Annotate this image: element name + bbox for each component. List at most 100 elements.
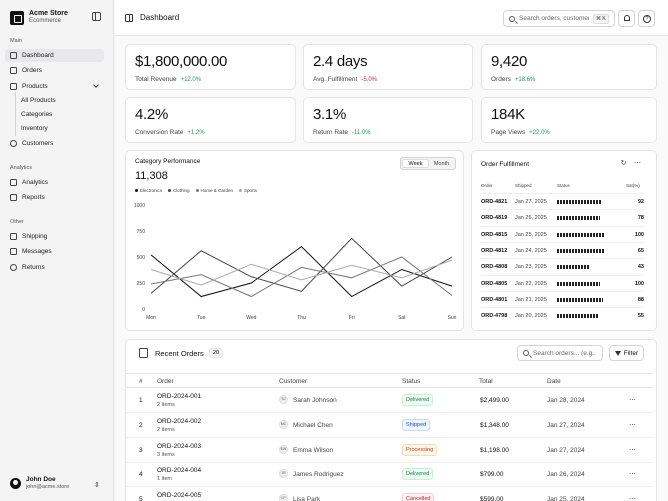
kpi-change: +1.2% — [187, 130, 205, 136]
table-row[interactable]: 5 ORD-2024-005 LP Lisa Park Cancelled $599.00… — [126, 487, 653, 501]
more-icon[interactable]: ⋯ — [629, 471, 636, 479]
search-input[interactable] — [519, 15, 589, 22]
customer-avatar: LP — [279, 494, 288, 501]
satisfaction-value: 100 — [634, 280, 644, 287]
fulfillment-row[interactable]: ORD-4812 Jan 24, 2025 65 — [481, 241, 644, 258]
table-row[interactable]: 3 ORD-2024-003 3 items EW Emma Wilson Process… — [126, 438, 653, 463]
help-button[interactable]: ? — [638, 10, 655, 27]
category-performance-card: Category Performance 11,308 Week Month E… — [125, 150, 464, 331]
sidebar-item-categories[interactable]: Categories — [5, 108, 104, 121]
col-header[interactable]: Status — [402, 378, 421, 385]
help-icon: ? — [643, 15, 651, 23]
kpi-label: Avg. Fulfillment -5.0% — [313, 76, 378, 83]
refresh-icon[interactable]: ↻ — [620, 160, 627, 167]
order-total: $1,348.00 — [480, 421, 509, 429]
more-icon[interactable]: ⋯ — [629, 496, 636, 501]
status-progress-bar — [557, 232, 605, 237]
row-number: 5 — [139, 496, 143, 501]
col-header[interactable]: Order — [157, 378, 174, 385]
more-icon[interactable]: ⋯ — [634, 160, 641, 167]
sidebar-item-all-products[interactable]: All Products — [5, 94, 104, 107]
fulfillment-row[interactable]: ORD-4808 Jan 23, 2025 43 — [481, 258, 644, 274]
row-number: 4 — [139, 471, 143, 479]
fulfillment-row[interactable]: ORD-4805 Jan 22, 2025 100 — [481, 274, 644, 291]
sidebar-item-returns[interactable]: Returns — [5, 261, 104, 274]
col-header[interactable]: Customer — [279, 378, 308, 385]
fulfillment-header: Order Shipped Status Sat(%) — [481, 183, 640, 188]
order-id[interactable]: ORD-2024-001 — [157, 393, 202, 400]
toggle-week[interactable]: Week — [402, 159, 429, 168]
sidebar-item-shipping[interactable]: Shipping — [5, 230, 104, 243]
customer-name: Emma Wilson — [293, 446, 334, 454]
satisfaction-value: 43 — [637, 264, 644, 271]
sidebar-item-dashboard[interactable]: Dashboard — [5, 49, 104, 62]
more-icon[interactable]: ⋯ — [629, 421, 636, 429]
fulfillment-row[interactable]: ORD-4801 Jan 21, 2025 88 — [481, 290, 644, 307]
global-search[interactable]: ⌘ K — [503, 10, 615, 27]
col-header[interactable]: # — [139, 378, 143, 385]
main-content: Dashboard ⌘ K ? $1,800,000.00 Total Reve… — [115, 0, 668, 501]
order-date: Jan 28, 2024 — [547, 397, 585, 404]
order-id: ORD-4819 — [481, 215, 508, 222]
more-icon[interactable]: ⋯ — [629, 397, 636, 404]
order-id: ORD-4798 — [481, 313, 508, 320]
status-badge: Delivered — [402, 394, 434, 406]
order-items: 2 items — [157, 402, 175, 408]
submenu-line — [15, 92, 16, 136]
table-row[interactable]: 1 ORD-2024-001 2 items SJ Sarah Johnson Deliv… — [126, 388, 653, 413]
user-menu[interactable]: John Doe john@acme.store — [10, 476, 69, 491]
order-id[interactable]: ORD-2024-004 — [157, 467, 202, 475]
toggle-month[interactable]: Month — [433, 160, 450, 167]
more-icon[interactable]: ⋯ — [629, 446, 636, 454]
order-id: ORD-4812 — [481, 247, 508, 254]
satisfaction-value: 55 — [637, 313, 644, 320]
status-progress-bar — [557, 200, 602, 204]
orders-search[interactable] — [517, 345, 603, 361]
sidebar-item-label: All Products — [21, 97, 56, 104]
sidebar-toggle-icon[interactable] — [92, 12, 101, 21]
col-header[interactable]: Date — [547, 378, 561, 385]
x-tick-label: Fri — [349, 315, 355, 321]
sidebar-item-analytics[interactable]: Analytics — [5, 176, 104, 189]
filter-button[interactable]: Filter — [609, 345, 644, 361]
status-progress-bar — [557, 314, 599, 319]
customer-avatar: EW — [279, 444, 288, 454]
products-icon — [10, 83, 17, 90]
sidebar-item-inventory[interactable]: Inventory — [5, 122, 104, 135]
store-logo-icon — [10, 10, 24, 25]
fulfillment-row[interactable]: ORD-4815 Jan 25, 2025 100 — [481, 225, 644, 242]
fulfillment-row[interactable]: ORD-4819 Jan 26, 2025 78 — [481, 209, 644, 225]
status-progress-bar — [557, 216, 601, 221]
col-header[interactable]: Total — [479, 378, 493, 385]
chevron-up-down-icon[interactable]: ⇕ — [94, 482, 100, 489]
sidebar-item-label: Dashboard — [22, 52, 54, 59]
message-icon — [10, 248, 17, 255]
chevron-down-icon — [93, 82, 99, 88]
brand[interactable]: Acme Store Ecommerce — [10, 10, 68, 25]
order-id[interactable]: ORD-2024-002 — [157, 417, 202, 425]
x-tick-label: Wed — [246, 315, 256, 321]
table-row[interactable]: 4 ORD-2024-004 1 item JR James Rodriguez Deli… — [126, 462, 653, 488]
sidebar-item-customers[interactable]: Customers — [5, 137, 104, 150]
sidebar-item-reports[interactable]: Reports — [5, 191, 104, 204]
legend-item: Clothing — [168, 188, 190, 193]
brand-name: Acme Store — [29, 10, 68, 17]
sidebar: Acme Store Ecommerce Main Dashboard Orde… — [0, 0, 114, 501]
notifications-button[interactable] — [618, 10, 635, 27]
satisfaction-value: 100 — [634, 231, 644, 238]
fulfillment-row[interactable]: ORD-4821 Jan 27, 2025 92 — [481, 193, 644, 209]
order-id[interactable]: ORD-2024-003 — [157, 442, 202, 450]
table-row[interactable]: 2 ORD-2024-002 2 items MC Michael Chen Shippe… — [126, 413, 653, 438]
order-id[interactable]: ORD-2024-005 — [157, 492, 202, 500]
sidebar-item-orders[interactable]: Orders — [5, 64, 104, 77]
sidebar-item-products[interactable]: Products — [5, 80, 104, 93]
kpi-label: Conversion Rate +1.2% — [135, 129, 205, 136]
fulfillment-row[interactable]: ORD-4798 Jan 20, 2025 55 — [481, 307, 644, 323]
x-tick-label: Sun — [448, 315, 457, 321]
status-badge: Delivered — [402, 468, 434, 481]
satisfaction-value: 88 — [637, 296, 644, 303]
sidebar-item-messages[interactable]: Messages — [5, 245, 104, 258]
order-total: $2,499.00 — [480, 397, 509, 404]
orders-search-input[interactable] — [533, 349, 595, 357]
kpi-label: Return Rate -11.0% — [313, 129, 371, 136]
